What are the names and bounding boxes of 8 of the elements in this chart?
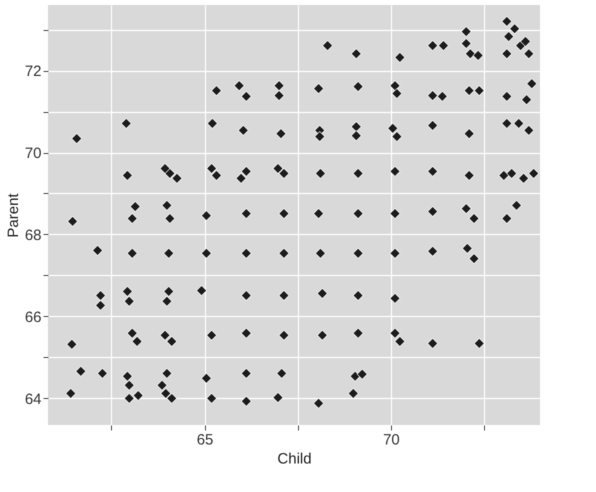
y-tick-label: 66: [24, 308, 42, 326]
y-tick-label: 72: [24, 63, 42, 80]
x-axis-title: Child: [277, 450, 312, 468]
y-tick-label: 64: [24, 390, 42, 408]
y-tick-label: 70: [24, 145, 42, 162]
y-axis-title: Parent: [4, 192, 22, 238]
y-tick-label: 68: [24, 226, 42, 244]
x-tick-label: 65: [196, 432, 214, 448]
